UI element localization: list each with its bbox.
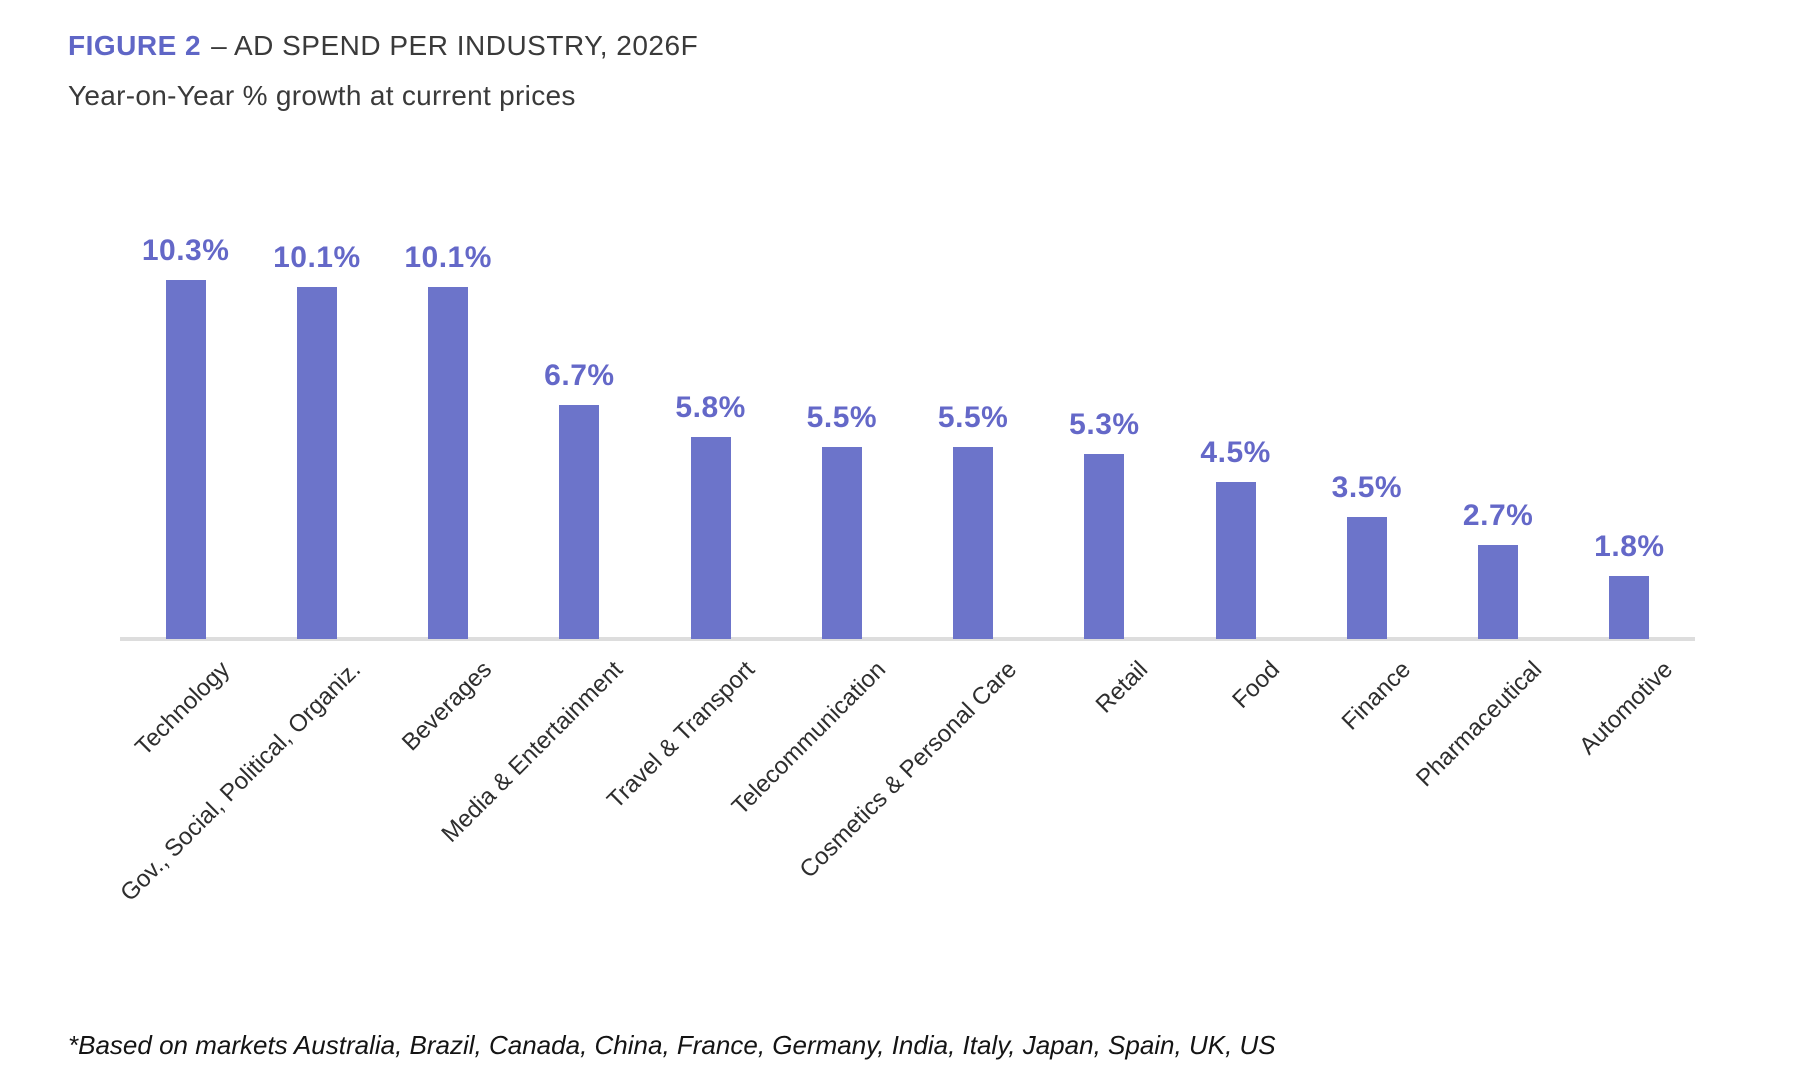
- bar-column: 5.3%: [1039, 0, 1170, 639]
- x-axis-label: Media & Entertainment: [436, 656, 629, 848]
- bar-value-label: 10.1%: [273, 241, 361, 274]
- bar-value-label: 4.5%: [1200, 436, 1271, 469]
- bar-value-label: 10.1%: [404, 241, 492, 274]
- bar-value-label: 5.5%: [806, 401, 878, 434]
- bar-column: 10.1%: [251, 0, 382, 639]
- x-axis-label: Telecommunication: [726, 656, 891, 821]
- x-axis-label: Technology: [129, 656, 235, 761]
- x-axis-label: Automotive: [1574, 656, 1679, 760]
- x-axis-label: Beverages: [396, 656, 498, 757]
- bar: [296, 287, 337, 639]
- bar-column: 5.8%: [645, 0, 776, 639]
- bar-column: 10.1%: [383, 0, 514, 639]
- bar-value-label: 2.7%: [1462, 499, 1534, 532]
- bar-value-label: 1.8%: [1594, 530, 1665, 563]
- figure-subtitle: Year-on-Year % growth at current prices: [68, 80, 576, 111]
- bar-value-label: 6.7%: [544, 359, 615, 392]
- bar: [428, 287, 469, 639]
- x-axis-label: Retail: [1090, 656, 1154, 719]
- bar: [1346, 517, 1387, 639]
- bar-column: 5.5%: [908, 0, 1039, 639]
- bar-column: 3.5%: [1301, 0, 1432, 639]
- bar: [953, 447, 994, 639]
- bar-column: 4.5%: [1170, 0, 1301, 639]
- bar-column: 1.8%: [1564, 0, 1695, 639]
- bar: [559, 405, 600, 639]
- bar: [165, 280, 206, 639]
- x-axis-line: [120, 637, 1695, 641]
- bar-value-label: 5.3%: [1069, 408, 1140, 441]
- x-axis-label: Finance: [1336, 656, 1416, 736]
- bar-value-label: 5.5%: [937, 401, 1009, 434]
- bar-value-label: 3.5%: [1331, 471, 1403, 504]
- bar-value-label: 5.8%: [675, 391, 746, 424]
- x-axis-label: Food: [1226, 656, 1285, 714]
- x-axis-label: Gov., Social, Political, Organiz.: [115, 656, 366, 907]
- figure-label: FIGURE 2: [68, 30, 202, 61]
- footnote: *Based on markets Australia, Brazil, Can…: [68, 1030, 1276, 1060]
- bar: [1215, 482, 1256, 639]
- bar-column: 2.7%: [1433, 0, 1564, 639]
- x-axis-label: Cosmetics & Personal Care: [794, 656, 1023, 884]
- figure-title: FIGURE 2 – AD SPEND PER INDUSTRY, 2026F: [68, 30, 698, 62]
- bar: [1084, 454, 1125, 639]
- x-axis-label: Travel & Transport: [601, 656, 760, 815]
- bar: [1478, 545, 1519, 639]
- bar-column: 5.5%: [776, 0, 907, 639]
- bar-column: 10.3%: [120, 0, 251, 639]
- bar: [821, 447, 862, 639]
- bar: [690, 437, 731, 639]
- bar-value-label: 10.3%: [141, 234, 230, 267]
- bars-area: 10.3% 10.1% 10.1% 6.7% 5.8% 5.5% 5.5% 5.3% 4.5% 3…: [120, 0, 1695, 639]
- x-axis-label: Pharmaceutical: [1411, 656, 1548, 793]
- bar: [1609, 576, 1650, 639]
- bar-column: 6.7%: [514, 0, 645, 639]
- figure-title-text: – AD SPEND PER INDUSTRY, 2026F: [211, 30, 699, 61]
